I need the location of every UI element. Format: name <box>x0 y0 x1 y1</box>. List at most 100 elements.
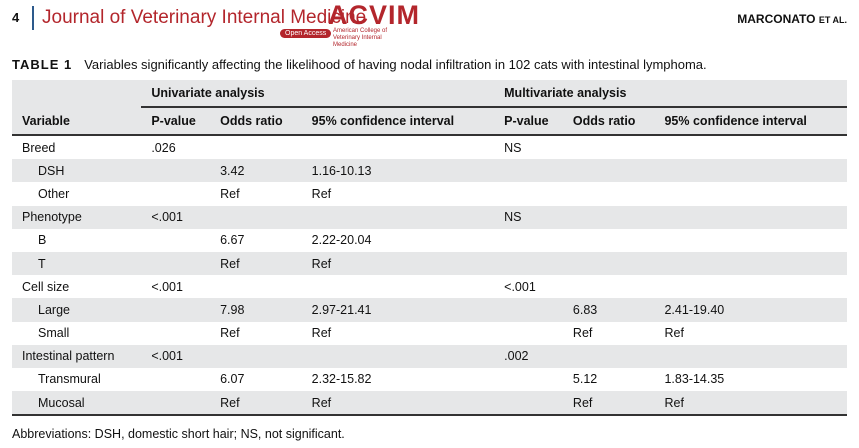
table-row: DSH 3.42 1.16-10.13 <box>12 159 847 183</box>
open-access-badge: Open Access <box>280 29 332 38</box>
table-cell: Ref <box>311 395 332 410</box>
table-cell: 2.97-21.41 <box>311 302 372 317</box>
empty-cell <box>210 206 302 229</box>
table-cell: Ref <box>220 326 240 341</box>
sublevel-label: Mucosal <box>38 395 85 410</box>
column-header: Variable <box>12 107 142 136</box>
variable-label: Breed <box>22 140 56 155</box>
table-row: Transmural 6.07 2.32-15.82 5.12 1.83-14.35 <box>12 368 847 391</box>
table-cell: 3.42 <box>220 163 245 178</box>
sublevel-label: B <box>38 233 47 248</box>
column-header: Odds ratio <box>210 107 302 136</box>
table-row: Mucosal Ref Ref Ref Ref <box>12 391 847 416</box>
empty-cell <box>494 229 563 252</box>
table-row: B 6.67 2.22-20.04 <box>12 229 847 252</box>
empty-cell <box>654 182 847 205</box>
empty-cell <box>563 182 655 205</box>
empty-cell <box>494 391 563 415</box>
empty-cell <box>563 275 655 298</box>
author: MARCONATO <box>737 12 816 26</box>
sublevel-label: DSH <box>38 163 65 178</box>
table-cell: Ref <box>220 186 240 201</box>
table-row: Intestinal pattern <.001 .002 <box>12 344 847 368</box>
variable-label: Cell size <box>22 279 70 294</box>
table-cell: Ref <box>572 395 593 410</box>
empty-cell <box>210 135 302 159</box>
empty-cell <box>494 182 563 205</box>
table-cell: <.001 <box>151 349 183 364</box>
empty-cell <box>141 159 210 182</box>
table-cell: 2.22-20.04 <box>311 233 372 248</box>
table-row: Small Ref Ref Ref Ref <box>12 322 847 345</box>
empty-cell <box>141 182 210 205</box>
table-cell: 2.41-19.40 <box>664 302 725 317</box>
table-cell: <.001 <box>504 279 536 294</box>
empty-cell <box>563 206 655 229</box>
empty-cell <box>494 298 563 321</box>
sublevel-label: Other <box>38 186 70 201</box>
table-cell: NS <box>504 140 522 155</box>
empty-cell <box>210 275 302 298</box>
sublevel-label: Small <box>38 326 70 341</box>
empty-cell <box>654 345 847 368</box>
table-row: Breed .026 NS <box>12 135 847 159</box>
table-cell: Ref <box>220 256 240 271</box>
empty-cell <box>494 252 563 275</box>
empty-cell <box>302 135 494 159</box>
empty-cell <box>563 252 655 275</box>
group-header: Multivariate analysis <box>494 80 847 108</box>
table-cell: 6.07 <box>220 372 245 387</box>
table-wrap: Univariate analysis Multivariate analysis… <box>12 80 847 416</box>
empty-cell <box>494 322 563 345</box>
column-header: 95% confidence interval <box>654 107 847 136</box>
author-suffix: ET AL. <box>818 15 847 25</box>
group-header: Univariate analysis <box>141 80 495 108</box>
table-cell: Ref <box>311 326 332 341</box>
empty-cell <box>563 229 655 252</box>
empty-cell <box>141 229 210 252</box>
table-cell: 1.83-14.35 <box>664 372 725 387</box>
table-label: TABLE 1 <box>12 57 73 72</box>
page-number: 4 <box>12 10 20 25</box>
table-cell: Ref <box>664 326 684 341</box>
column-header: Odds ratio <box>562 107 655 136</box>
column-header: 95% confidence interval <box>301 107 495 136</box>
empty-cell <box>141 368 210 391</box>
table-cell: Ref <box>664 395 684 410</box>
table-cell: Ref <box>311 256 332 271</box>
table-caption: TABLE 1 Variables significantly affecting… <box>12 57 707 72</box>
empty-cell <box>302 206 494 229</box>
table-row: T Ref Ref <box>12 251 847 276</box>
sublevel-label: T <box>38 256 46 271</box>
table-cell: 5.12 <box>572 372 598 387</box>
empty-cell <box>654 229 847 252</box>
logo: ACVIM <box>328 0 420 30</box>
empty-cell <box>302 345 494 368</box>
empty-cell <box>141 298 210 321</box>
empty-cell <box>654 159 847 182</box>
table-cell: NS <box>504 210 522 225</box>
footnote: Abbreviations: DSH, domestic short hair;… <box>12 427 345 441</box>
table-cell: 6.67 <box>220 233 245 248</box>
table-row: Other Ref Ref <box>12 182 847 205</box>
table-cell: Ref <box>311 186 332 201</box>
empty-cell <box>210 345 302 368</box>
table-cell: Ref <box>572 326 593 341</box>
table-cell: 2.32-15.82 <box>311 372 372 387</box>
divider <box>32 6 34 30</box>
empty-cell <box>654 275 847 298</box>
caption-text: Variables significantly affecting the li… <box>84 57 707 72</box>
table-cell: <.001 <box>151 279 183 294</box>
table-row: Phenotype <.001 NS <box>12 205 847 229</box>
running-head: MARCONATO ET AL. <box>737 12 847 26</box>
table-cell: .002 <box>504 349 529 364</box>
empty-cell <box>494 368 563 391</box>
table-row: Large 7.98 2.97-21.41 6.83 2.41-19.40 <box>12 298 847 322</box>
empty-cell <box>302 275 494 298</box>
sublevel-label: Transmural <box>38 372 101 387</box>
column-header: P-value <box>141 107 211 136</box>
empty-cell <box>563 135 655 159</box>
table-cell: <.001 <box>151 210 183 225</box>
journal-title: Journal of Veterinary Internal Medicine <box>42 7 367 28</box>
